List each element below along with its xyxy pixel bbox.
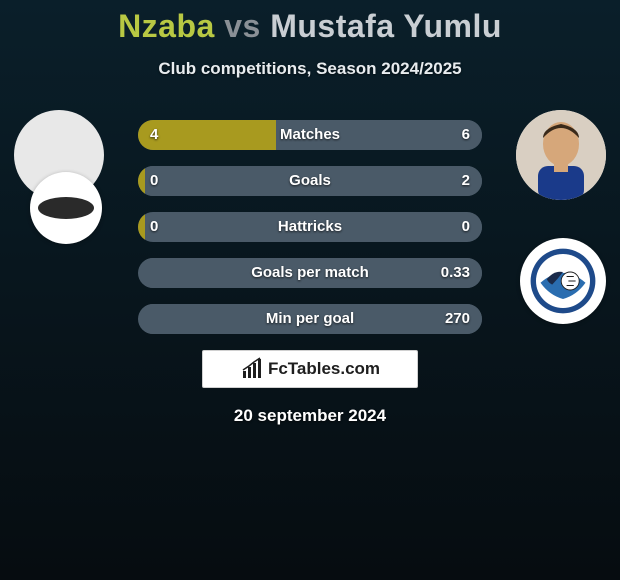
stat-row: Goals per match0.33 bbox=[138, 258, 482, 288]
stat-row: Matches4 6 bbox=[138, 120, 482, 150]
stat-row: Hattricks0 0 bbox=[138, 212, 482, 242]
subtitle: Club competitions, Season 2024/2025 bbox=[0, 59, 620, 79]
title-player1: Nzaba bbox=[118, 8, 215, 44]
stat-label: Matches bbox=[138, 120, 482, 150]
stat-value-p2: 270 bbox=[445, 304, 470, 334]
page-title: Nzaba vs Mustafa Yumlu bbox=[0, 0, 620, 45]
stat-value-p1: 4 bbox=[150, 120, 158, 150]
stat-value-p2: 6 bbox=[462, 120, 470, 150]
stat-value-p1: 0 bbox=[150, 212, 158, 242]
stat-label: Min per goal bbox=[138, 304, 482, 334]
watermark-text: FcTables.com bbox=[268, 359, 380, 379]
stat-row: Goals0 2 bbox=[138, 166, 482, 196]
player2-club-badge bbox=[520, 238, 606, 324]
date-text: 20 september 2024 bbox=[0, 406, 620, 426]
stat-bars: Matches46Goals02Hattricks00Goals per mat… bbox=[138, 120, 482, 350]
stat-row: Min per goal270 bbox=[138, 304, 482, 334]
watermark: FcTables.com bbox=[202, 350, 418, 388]
stat-label: Goals per match bbox=[138, 258, 482, 288]
comparison-card: Nzaba vs Mustafa Yumlu Club competitions… bbox=[0, 0, 620, 580]
player2-avatar-image bbox=[516, 110, 606, 200]
stat-value-p1: 0 bbox=[150, 166, 158, 196]
title-player2: Mustafa Yumlu bbox=[270, 8, 502, 44]
player1-club-logo bbox=[38, 197, 94, 219]
player1-club-badge bbox=[30, 172, 102, 244]
stat-label: Goals bbox=[138, 166, 482, 196]
stat-value-p2: 2 bbox=[462, 166, 470, 196]
stat-value-p2: 0.33 bbox=[441, 258, 470, 288]
stat-label: Hattricks bbox=[138, 212, 482, 242]
stat-value-p2: 0 bbox=[462, 212, 470, 242]
player2-avatar bbox=[516, 110, 606, 200]
title-vs: vs bbox=[224, 8, 261, 44]
fctables-icon bbox=[240, 357, 264, 381]
player2-club-logo bbox=[527, 245, 599, 317]
